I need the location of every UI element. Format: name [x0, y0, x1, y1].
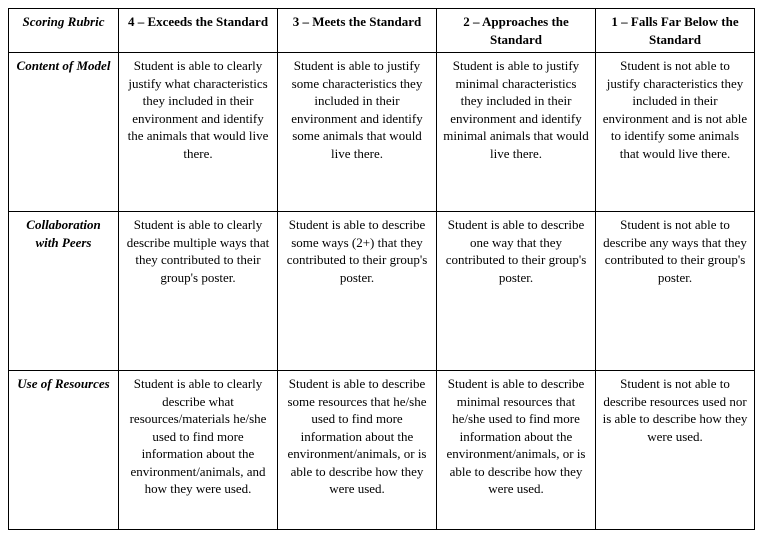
cell: Student is able to clearly describe what… — [119, 371, 278, 530]
column-header-3: 3 – Meets the Standard — [278, 9, 437, 53]
cell: Student is able to describe minimal reso… — [437, 371, 596, 530]
column-header-1: 1 – Falls Far Below the Standard — [596, 9, 755, 53]
column-header-rubric: Scoring Rubric — [9, 9, 119, 53]
table-header-row: Scoring Rubric 4 – Exceeds the Standard … — [9, 9, 755, 53]
row-header-collaboration: Collaboration with Peers — [9, 212, 119, 371]
table-row: Content of Model Student is able to clea… — [9, 53, 755, 212]
scoring-rubric-table: Scoring Rubric 4 – Exceeds the Standard … — [8, 8, 755, 530]
table-row: Use of Resources Student is able to clea… — [9, 371, 755, 530]
cell: Student is not able to justify character… — [596, 53, 755, 212]
cell: Student is able to justify some characte… — [278, 53, 437, 212]
row-header-resources: Use of Resources — [9, 371, 119, 530]
cell: Student is able to describe some resourc… — [278, 371, 437, 530]
cell: Student is able to clearly justify what … — [119, 53, 278, 212]
cell: Student is able to describe some ways (2… — [278, 212, 437, 371]
column-header-2: 2 – Approaches the Standard — [437, 9, 596, 53]
cell: Student is able to justify minimal chara… — [437, 53, 596, 212]
cell: Student is able to clearly describe mult… — [119, 212, 278, 371]
cell: Student is not able to describe resource… — [596, 371, 755, 530]
row-header-content: Content of Model — [9, 53, 119, 212]
cell: Student is not able to describe any ways… — [596, 212, 755, 371]
column-header-4: 4 – Exceeds the Standard — [119, 9, 278, 53]
cell: Student is able to describe one way that… — [437, 212, 596, 371]
table-row: Collaboration with Peers Student is able… — [9, 212, 755, 371]
